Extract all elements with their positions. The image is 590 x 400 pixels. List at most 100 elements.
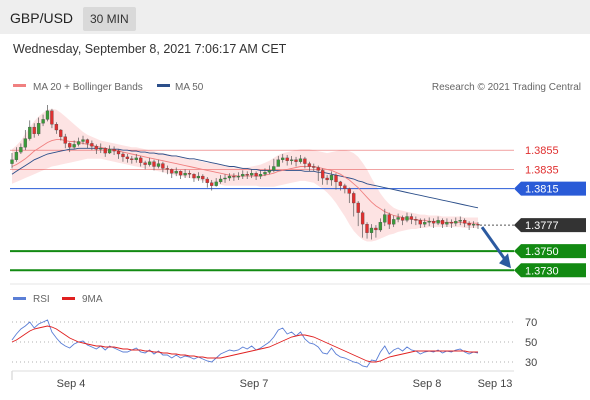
candle-body bbox=[272, 166, 276, 171]
candle-body bbox=[423, 222, 427, 225]
candle-body bbox=[352, 193, 356, 204]
candle-body bbox=[343, 185, 347, 189]
candle-body bbox=[232, 175, 236, 178]
candle-body bbox=[383, 214, 387, 223]
candle-body bbox=[236, 175, 240, 178]
candle-body bbox=[36, 123, 41, 135]
candle-body bbox=[431, 221, 436, 224]
candle-body bbox=[107, 149, 112, 154]
candle-body bbox=[387, 214, 391, 225]
candle-body bbox=[183, 173, 187, 176]
candle-body bbox=[143, 162, 147, 165]
candle-body bbox=[94, 146, 98, 150]
rsi-tick-label: 50 bbox=[525, 337, 537, 349]
candle-body bbox=[54, 124, 59, 131]
candle-body bbox=[392, 219, 396, 225]
candle-body bbox=[23, 138, 27, 148]
candle-body bbox=[10, 159, 14, 164]
legend-swatch-ma20 bbox=[13, 84, 26, 87]
rsi-legend-swatch bbox=[13, 297, 26, 300]
x-tick-label: Sep 7 bbox=[240, 378, 269, 390]
candle-body bbox=[192, 174, 196, 179]
candle-body bbox=[321, 170, 325, 179]
candle-body bbox=[250, 173, 254, 176]
rsi-ma-legend-swatch bbox=[62, 297, 75, 300]
candle-body bbox=[338, 181, 343, 186]
chart-panel bbox=[0, 34, 590, 400]
candle-body bbox=[356, 202, 360, 213]
candle-body bbox=[156, 163, 161, 167]
candle-body bbox=[365, 224, 369, 233]
rsi-line bbox=[11, 319, 479, 368]
candle-body bbox=[81, 139, 85, 142]
level-label: 1.3777 bbox=[525, 220, 559, 232]
candle-body bbox=[210, 182, 214, 186]
candle-body bbox=[14, 151, 19, 160]
candle-body bbox=[245, 174, 249, 176]
rsi-ma-legend-label: 9MA bbox=[82, 294, 103, 305]
candle-body bbox=[85, 139, 90, 144]
legend: MA 20 + Bollinger Bands MA 50 Research ©… bbox=[13, 82, 581, 93]
legend-label-ma50: MA 50 bbox=[175, 82, 204, 93]
candle-body bbox=[347, 188, 351, 194]
candle-body bbox=[19, 147, 23, 153]
candle-body bbox=[121, 153, 125, 158]
candle-body bbox=[116, 150, 121, 155]
candle-body bbox=[258, 174, 263, 177]
candle-body bbox=[281, 157, 285, 160]
candle-body bbox=[152, 161, 156, 167]
candle-body bbox=[134, 157, 138, 160]
level-label: 1.3855 bbox=[525, 145, 559, 157]
candle-body bbox=[312, 166, 316, 168]
forecast-arrowhead bbox=[499, 253, 511, 269]
candle-body bbox=[112, 149, 116, 152]
rsi-tick-label: 70 bbox=[525, 317, 537, 329]
candle-body bbox=[72, 144, 76, 148]
candle-body bbox=[329, 175, 334, 181]
candle-body bbox=[125, 156, 130, 159]
rsi-legend: RSI 9MA bbox=[13, 294, 103, 305]
level-tag bbox=[514, 263, 586, 278]
level-label: 1.3730 bbox=[525, 265, 559, 277]
level-label: 1.3835 bbox=[525, 164, 559, 176]
x-tick-label: Sep 8 bbox=[413, 378, 442, 390]
timeframe-button[interactable]: 30 MIN bbox=[83, 7, 136, 31]
candle-body bbox=[307, 163, 312, 167]
candle-body bbox=[41, 119, 45, 124]
candle-body bbox=[445, 222, 449, 225]
candle-body bbox=[59, 129, 63, 137]
candle-body bbox=[378, 222, 383, 231]
level-tag bbox=[514, 218, 586, 233]
candle-body bbox=[254, 173, 258, 177]
level-tag bbox=[514, 244, 586, 259]
bollinger-band bbox=[12, 108, 478, 242]
candle-body bbox=[45, 110, 50, 120]
level-label: 1.3750 bbox=[525, 246, 559, 258]
candle-body bbox=[139, 157, 143, 163]
candle-body bbox=[263, 172, 267, 175]
candle-body bbox=[471, 224, 476, 226]
candle-body bbox=[161, 163, 165, 169]
candle-body bbox=[76, 141, 81, 145]
ma50-line bbox=[11, 147, 479, 209]
candle-body bbox=[360, 212, 365, 225]
candle-body bbox=[414, 219, 418, 221]
candle-body bbox=[90, 143, 94, 147]
candle-body bbox=[178, 171, 183, 176]
candle-body bbox=[396, 217, 400, 220]
rsi-ma-line bbox=[11, 325, 478, 363]
candle-body bbox=[130, 158, 134, 160]
candle-body bbox=[68, 143, 72, 148]
candle-body bbox=[214, 181, 218, 186]
x-tick-label: Sep 4 bbox=[57, 378, 86, 390]
candle-body bbox=[374, 227, 378, 231]
candle-body bbox=[294, 159, 298, 162]
rsi-tick-label: 30 bbox=[525, 357, 537, 369]
candle-body bbox=[303, 158, 307, 164]
candle-body bbox=[454, 221, 458, 224]
candle-body bbox=[325, 177, 329, 181]
level-label: 1.3815 bbox=[525, 184, 559, 196]
candle-body bbox=[409, 216, 414, 220]
candle-body bbox=[205, 178, 209, 183]
candle-body bbox=[400, 217, 405, 221]
